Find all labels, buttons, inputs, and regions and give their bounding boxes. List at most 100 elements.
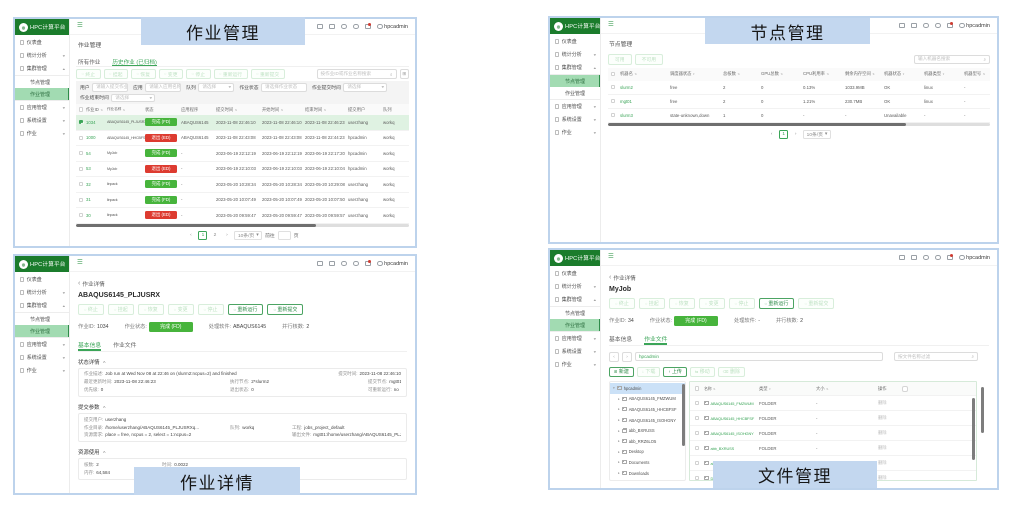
row-checkbox[interactable] <box>611 112 616 118</box>
job-action-button[interactable]: ◌ 恢复 <box>668 298 695 309</box>
screen-icon[interactable] <box>911 22 917 29</box>
job-action-button[interactable]: ◌ 变更 <box>158 69 183 79</box>
file-op-link[interactable]: 删除 <box>878 400 887 405</box>
file-name-link[interactable]: ABAQUS6145_HHCBFSF <box>710 415 755 421</box>
row-checkbox[interactable] <box>79 151 84 156</box>
table-row[interactable]: 53 MyJob 退出 (ED) - 2023-06-19 22:10:03 2… <box>76 162 409 177</box>
nav-forward-button[interactable]: › <box>622 351 632 362</box>
sidebar-item[interactable]: 系统设置 ▾ <box>15 114 69 127</box>
refresh-icon[interactable] <box>923 22 929 29</box>
filter-end-time-select[interactable]: 请选择 ▾ <box>111 93 156 102</box>
job-action-button[interactable]: ◌ 挂起 <box>107 304 134 315</box>
section-title[interactable]: 状态详情 ∧ <box>78 359 106 366</box>
sidebar-item[interactable]: 集群管理 ▴ <box>15 62 69 75</box>
disable-node-button[interactable]: 不可用 <box>634 54 664 65</box>
job-id-link[interactable]: 1000 <box>86 135 96 141</box>
row-checkbox[interactable] <box>79 197 84 202</box>
filter-user-input[interactable]: 请输入提交作业用户 <box>92 83 129 92</box>
apps-icon[interactable] <box>317 260 323 267</box>
sidebar-item[interactable]: 集群管理 ▴ <box>550 293 600 306</box>
tree-item[interactable]: ▸ ABAQUS6145_FMZWUM <box>610 394 685 405</box>
file-op-link[interactable]: 删除 <box>878 445 887 450</box>
apps-icon[interactable] <box>317 23 323 30</box>
col-file-name[interactable]: 名称 ⇅ <box>704 385 716 391</box>
menu-collapse-icon[interactable]: ☰ <box>608 21 614 29</box>
file-action-button[interactable]: ⇆ 移动 <box>689 366 715 377</box>
col-file-size[interactable]: 大小 ⇅ <box>816 385 829 391</box>
apps-icon[interactable] <box>899 22 905 29</box>
col-app[interactable]: 应用程序 <box>181 106 199 112</box>
sidebar-item[interactable]: 仪表盘 <box>550 267 600 280</box>
table-row[interactable]: 1000 ABAQUS6145_HHCBFSF 退出 (ED) ABAQUS61… <box>76 131 409 146</box>
file-op-link[interactable]: 删除 <box>878 475 887 480</box>
tree-item[interactable]: ▸ ABAQUS6145_HHCBFSF <box>610 404 685 415</box>
col-gpus[interactable]: GPU总数 ⇅ <box>761 71 783 76</box>
file-name-link[interactable]: ABAQUS6145_ISOHGNY <box>710 430 754 436</box>
prev-page-button[interactable]: ‹ <box>186 230 196 240</box>
sidebar-item[interactable]: 节点管理 <box>550 74 600 87</box>
row-checkbox[interactable] <box>611 98 616 104</box>
next-page-button[interactable]: › <box>791 129 801 139</box>
enable-node-button[interactable]: 可用 <box>608 54 632 65</box>
sidebar-item[interactable]: 仪表盘 <box>550 35 600 48</box>
table-row[interactable]: 54 MyJob 完成 (FD) - 2023-06-19 22:12:19 2… <box>76 146 409 162</box>
table-row[interactable]: slurm3 state-unknown,down 1 0 - - Unavai… <box>608 109 990 123</box>
col-job-name[interactable]: 作业名称 ⇅ <box>107 107 125 112</box>
filter-status-input[interactable]: 请选择作业状态 <box>261 83 308 92</box>
row-checkbox[interactable] <box>79 166 84 171</box>
tree-item[interactable]: ▸ Downloads <box>610 468 685 479</box>
col-end[interactable]: 结束时间 ⇅ <box>305 106 326 112</box>
page-scrollbar[interactable] <box>981 387 984 433</box>
table-row[interactable]: abb_BXRUSS FOLDER - 删除 <box>690 441 976 456</box>
horizontal-scrollbar[interactable] <box>608 122 990 126</box>
node-name-link[interactable]: slurm3 <box>620 112 633 118</box>
file-action-button[interactable]: ↓ 下载 <box>636 366 661 377</box>
col-state[interactable]: 机器状态 ▾ <box>884 71 905 76</box>
file-op-link[interactable]: 删除 <box>878 415 887 420</box>
job-id-link[interactable]: 53 <box>86 166 91 172</box>
job-id-link[interactable]: 31 <box>86 197 91 203</box>
table-row[interactable]: ABAQUS6145_HHCBFSF FOLDER - 删除 <box>690 411 976 426</box>
job-action-button[interactable]: ◌ 变更 <box>167 304 194 315</box>
sidebar-item[interactable]: 作业管理 <box>15 88 69 101</box>
job-id-link[interactable]: 30 <box>86 212 91 218</box>
path-input[interactable]: hpcadmin <box>635 351 883 362</box>
cloud-icon[interactable] <box>935 22 941 29</box>
tree-item[interactable]: ▸ abb_RRZ6LO5 <box>610 436 685 447</box>
sidebar-item[interactable]: 统计分析 ▾ <box>550 280 600 293</box>
job-action-button[interactable]: ◌ 停止 <box>728 298 755 309</box>
sidebar-item[interactable]: 作业 ▾ <box>550 126 600 139</box>
col-type[interactable]: 机器类型 ▾ <box>924 71 945 76</box>
refresh-table-icon[interactable] <box>902 385 908 392</box>
file-action-button[interactable]: ⌫ 删除 <box>717 366 745 377</box>
nav-back-button[interactable]: ‹ <box>609 351 619 362</box>
row-checkbox[interactable] <box>695 445 700 451</box>
job-action-button[interactable]: ◌ 终止 <box>78 304 104 315</box>
sidebar-item[interactable]: 作业 ▾ <box>550 358 600 371</box>
user-menu[interactable]: hpcadmin <box>377 24 408 30</box>
col-node-name[interactable]: 机器名 ⇅ <box>620 71 637 76</box>
next-page-button[interactable]: › <box>222 230 232 240</box>
row-checkbox[interactable] <box>695 460 700 466</box>
job-action-button[interactable]: ◌ 停止 <box>197 304 224 315</box>
job-action-button[interactable]: ◌ 重新提交 <box>250 69 285 79</box>
col-start[interactable]: 开始时间 ⇅ <box>262 106 283 112</box>
file-action-button[interactable]: ↑ 上传 <box>663 366 687 377</box>
sidebar-item[interactable]: 系统设置 ▾ <box>550 345 600 358</box>
cloud-icon[interactable] <box>353 23 359 30</box>
sidebar-item[interactable]: 集群管理 ▴ <box>550 61 600 74</box>
back-breadcrumb[interactable]: ‹ 作业详情 <box>78 280 105 288</box>
row-checkbox[interactable] <box>79 182 84 187</box>
cloud-icon[interactable] <box>353 260 359 267</box>
table-row[interactable]: ABAQUS6145_FMZWUM FOLDER - 删除 <box>690 396 976 411</box>
bell-icon[interactable] <box>365 259 372 267</box>
tab-basic-info[interactable]: 基本信息 <box>78 338 102 351</box>
sidebar-item[interactable]: 集群管理 ▴ <box>15 299 69 312</box>
file-name-link[interactable]: ABAQUS6145_FMZWUM <box>710 400 754 406</box>
tree-item[interactable]: ▸ abb_BXRUSS <box>610 425 685 436</box>
menu-collapse-icon[interactable]: ☰ <box>77 22 83 30</box>
col-model[interactable]: 机器型号 ⇅ <box>964 71 985 76</box>
tab-history-jobs[interactable]: 历史作业 (已归档) <box>112 57 158 66</box>
filter-queue-select[interactable]: 请选择 ▾ <box>198 83 235 92</box>
sidebar-item[interactable]: 节点管理 <box>15 75 69 88</box>
